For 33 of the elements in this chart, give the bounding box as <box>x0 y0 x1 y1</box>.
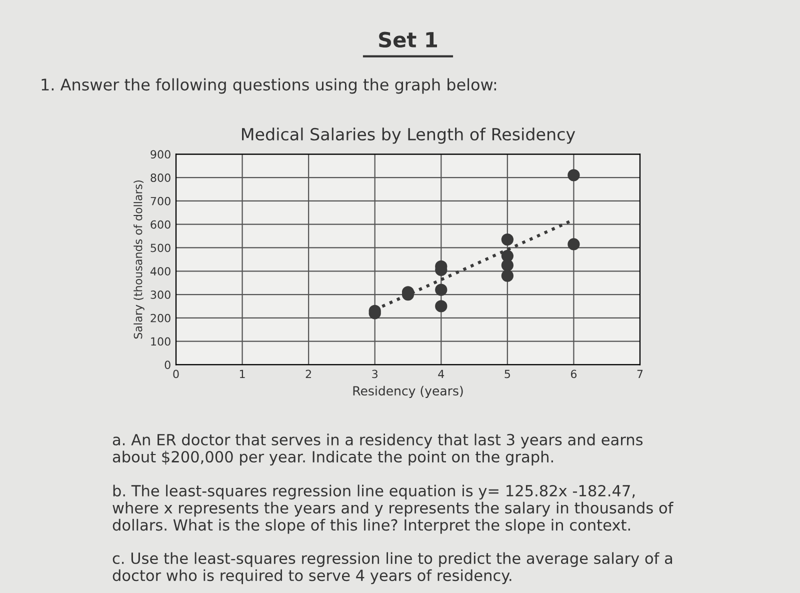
y-tick-label: 900 <box>150 150 170 159</box>
x-tick-label: 1 <box>240 370 245 378</box>
text: c. Use the least-squares regression line to predict the average salary of a doctor who is required to serve 4 years of residency. <box>112 552 672 584</box>
y-tick-label: 200 <box>150 314 170 322</box>
x-tick-label: 7 <box>637 370 643 378</box>
x-tick-label: 5 <box>504 370 510 378</box>
x-tick-label: 6 <box>570 370 577 378</box>
x-tick-label: 3 <box>372 370 378 378</box>
point <box>568 238 580 250</box>
y-tick-label: 100 <box>151 337 170 346</box>
y-tick-label: 0 <box>164 360 170 370</box>
y-tick-label: 800 <box>150 174 170 182</box>
x-tick-label: 4 <box>438 370 444 378</box>
text: 1. Answer the following questions using the graph below: <box>42 78 496 94</box>
y-tick-label: 500 <box>150 244 170 252</box>
text: Set 1 <box>379 32 437 48</box>
point <box>568 169 580 182</box>
text: b. The least-squares regression line equation is y= 125.82x -182.47, where x represents the years and y represents the salary in thousands of dollars. What is the slope of this line? Interpret the slope in context. <box>112 484 674 534</box>
chart-title: Medical Salaries by Length of Residency <box>242 128 576 144</box>
y-tick-label: 600 <box>150 220 170 229</box>
y-axis-title: Salary (thousands of dollars) <box>134 180 144 339</box>
y-tick-label: 400 <box>150 267 170 276</box>
text: a. An ER doctor that serves in a residency that last 3 years and earns about $200,000 per year. Indicate the point on the graph. <box>112 434 643 466</box>
point <box>501 233 514 246</box>
x-tick-label: 0 <box>173 370 179 378</box>
y-tick-label: 700 <box>150 196 170 206</box>
x-axis-title: Residency (years) <box>353 386 463 398</box>
point <box>501 259 514 272</box>
point <box>435 284 448 296</box>
point <box>435 300 448 312</box>
x-tick-label: 2 <box>306 370 311 378</box>
point <box>501 270 514 282</box>
y-tick-label: 300 <box>150 290 170 299</box>
